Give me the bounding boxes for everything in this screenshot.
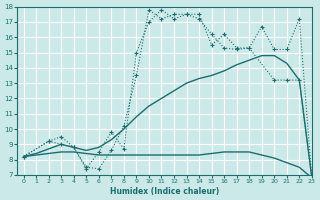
X-axis label: Humidex (Indice chaleur): Humidex (Indice chaleur) [110, 187, 219, 196]
